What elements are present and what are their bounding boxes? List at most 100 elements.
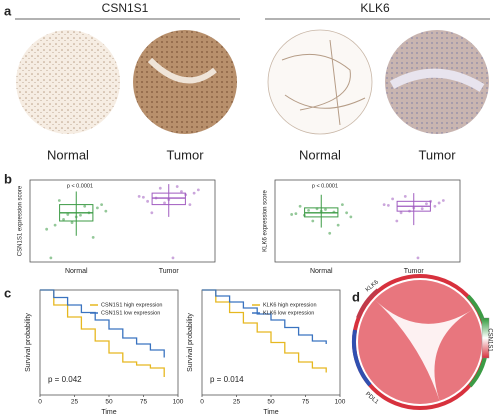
x-tick-label: 75 — [302, 399, 310, 406]
data-point — [429, 199, 433, 203]
tissue-images — [15, 18, 490, 135]
condition-label: Tumor — [166, 147, 204, 162]
data-point — [395, 219, 399, 223]
legend-label: KLK6 low expression — [263, 310, 314, 316]
data-point — [302, 213, 306, 217]
y-axis-label: Survival probability — [187, 313, 194, 372]
gene-title: CSN1S1 — [102, 1, 149, 15]
tissue-core — [267, 29, 373, 135]
x-tick-label: 50 — [267, 399, 275, 406]
category-label: Normal — [310, 268, 333, 275]
data-point — [403, 195, 407, 198]
x-tick-label: 100 — [335, 399, 346, 406]
x-axis-label: Time — [101, 409, 116, 416]
tissue-core — [385, 30, 489, 134]
data-point — [62, 217, 65, 221]
data-point — [399, 211, 403, 215]
category-label: Tumor — [159, 268, 180, 275]
axis-frame — [274, 179, 461, 263]
data-point — [336, 223, 340, 227]
data-point — [104, 209, 108, 213]
colorbar — [481, 317, 490, 359]
data-point — [49, 256, 53, 260]
data-point — [141, 195, 145, 199]
data-point — [87, 211, 91, 215]
data-point — [391, 197, 395, 201]
data-point — [290, 213, 294, 216]
data-point — [163, 201, 166, 205]
data-point — [324, 208, 327, 211]
p-value: p < 0.0001 — [67, 183, 93, 189]
panel-label: d — [352, 289, 360, 304]
chord-label: CSN1S1 — [486, 328, 492, 352]
data-point — [382, 203, 386, 207]
data-point — [184, 193, 188, 197]
condition-label: Normal — [299, 147, 341, 162]
data-point — [349, 215, 353, 219]
panel-label: a — [4, 3, 12, 18]
data-point — [79, 213, 82, 217]
data-point — [416, 256, 420, 260]
data-point — [437, 201, 441, 205]
category-label: Tumor — [404, 268, 425, 275]
data-point — [412, 206, 416, 210]
legend-label: CSN1S1 low expression — [101, 310, 160, 316]
data-point — [146, 199, 150, 203]
data-point — [311, 219, 315, 223]
data-point — [307, 208, 310, 212]
axis-frame — [29, 179, 216, 263]
gene-title: KLK6 — [360, 1, 390, 15]
data-point — [386, 204, 390, 207]
data-point — [91, 236, 95, 239]
data-point — [340, 203, 344, 207]
data-point — [319, 209, 323, 213]
y-axis-label: Survival probability — [25, 313, 32, 372]
data-point — [188, 203, 192, 207]
data-point — [196, 188, 200, 192]
data-point — [74, 215, 78, 219]
survival-curve — [40, 289, 165, 358]
data-point — [158, 186, 162, 190]
data-point — [137, 195, 141, 198]
y-axis-label: KLK6 expression score — [263, 189, 269, 251]
category-label: Normal — [65, 268, 88, 275]
legend-label: KLK6 high expression — [263, 302, 317, 308]
data-point — [433, 204, 437, 208]
x-tick-label: 25 — [71, 399, 79, 406]
data-point — [328, 231, 332, 235]
data-point — [408, 209, 411, 213]
chord-diagram — [351, 274, 490, 410]
y-axis-label: CSN1S1 expression score — [18, 185, 24, 256]
x-tick-label: 100 — [173, 399, 184, 406]
p-value: p < 0.0001 — [312, 183, 338, 189]
data-point — [425, 202, 428, 206]
data-point — [441, 199, 445, 202]
data-point — [70, 221, 74, 225]
legend-label: CSN1S1 high expression — [101, 302, 162, 308]
data-point — [315, 207, 319, 211]
survival-curve — [202, 289, 327, 344]
data-point — [345, 211, 349, 215]
data-point — [66, 213, 70, 216]
data-point — [167, 198, 171, 202]
x-tick-label: 25 — [233, 399, 241, 406]
data-point — [154, 196, 158, 200]
x-tick-label: 50 — [105, 399, 113, 406]
data-point — [45, 227, 49, 231]
data-point — [171, 256, 175, 260]
data-point — [150, 211, 154, 215]
data-point — [83, 204, 87, 208]
data-point — [57, 199, 61, 202]
data-point — [53, 223, 57, 227]
panel-label: b — [4, 171, 12, 186]
x-tick-label: 0 — [38, 399, 42, 406]
panel-label: c — [4, 285, 11, 300]
p-value: p = 0.014 — [210, 375, 244, 384]
data-point — [180, 190, 183, 193]
condition-label: Normal — [47, 147, 89, 162]
data-point — [95, 206, 99, 210]
condition-label: Tumor — [418, 147, 456, 162]
data-point — [420, 207, 424, 211]
x-tick-label: 0 — [200, 399, 204, 406]
